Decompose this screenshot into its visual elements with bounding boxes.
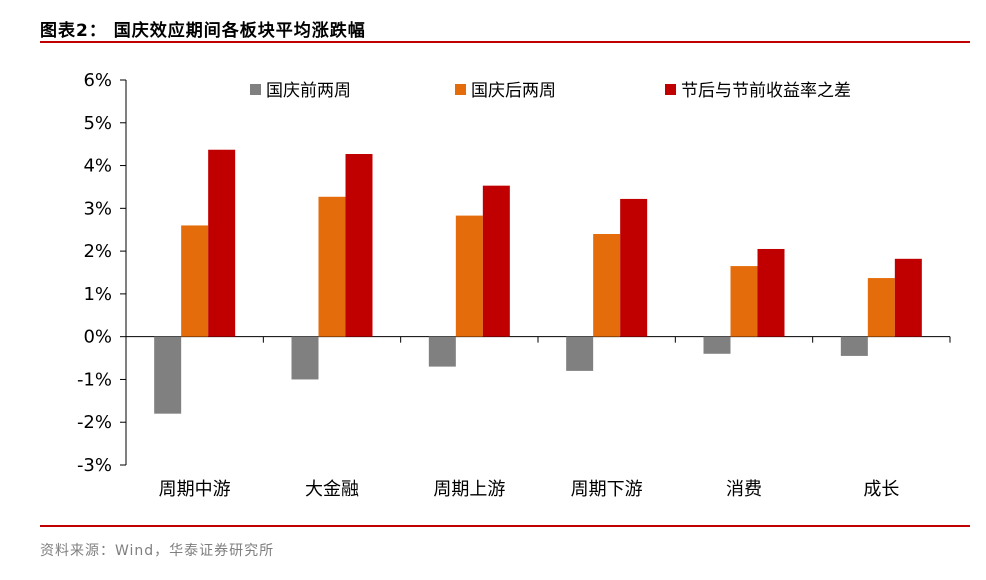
y-tick-label: 1% xyxy=(83,284,112,305)
bar xyxy=(566,336,594,371)
bar xyxy=(455,215,483,337)
bar xyxy=(181,225,209,337)
chart-title: 图表2： 国庆效应期间各板块平均涨跌幅 xyxy=(40,21,366,41)
bar xyxy=(894,258,922,337)
top-rule xyxy=(40,41,970,43)
bar xyxy=(593,234,621,337)
bar xyxy=(867,278,895,337)
bar xyxy=(345,154,373,337)
bar xyxy=(482,185,510,337)
x-category-label: 周期下游 xyxy=(571,479,643,500)
x-category-label: 周期中游 xyxy=(159,479,231,500)
legend-label: 国庆后两周 xyxy=(471,81,556,101)
x-category-label: 成长 xyxy=(863,479,899,500)
legend-swatch xyxy=(455,84,466,95)
bottom-rule xyxy=(40,525,970,527)
source-note: 资料来源：Wind，华泰证券研究所 xyxy=(40,543,275,559)
x-category-label: 周期上游 xyxy=(433,479,505,500)
bar xyxy=(703,336,731,354)
y-tick-label: 6% xyxy=(83,70,112,91)
bar xyxy=(840,336,868,356)
x-category-label: 消费 xyxy=(726,479,762,500)
bar xyxy=(620,198,648,337)
bar xyxy=(318,196,346,337)
bar xyxy=(757,248,785,337)
bar xyxy=(154,336,182,414)
y-tick-label: -2% xyxy=(77,412,112,433)
legend-label: 节后与节前收益率之差 xyxy=(681,81,851,101)
bar xyxy=(730,266,758,337)
bar xyxy=(428,336,456,367)
bar xyxy=(291,336,319,380)
y-tick-label: 0% xyxy=(83,327,112,348)
y-tick-label: 3% xyxy=(83,198,112,219)
y-tick-label: 2% xyxy=(83,241,112,262)
legend-swatch xyxy=(250,84,261,95)
x-category-label: 大金融 xyxy=(305,479,359,500)
bar xyxy=(208,149,236,337)
legend-swatch xyxy=(665,84,676,95)
legend-label: 国庆前两周 xyxy=(266,81,351,101)
y-tick-label: -3% xyxy=(77,455,112,476)
y-tick-label: -1% xyxy=(77,369,112,390)
y-tick-label: 5% xyxy=(83,113,112,134)
title-area: 图表2： 国庆效应期间各板块平均涨跌幅 xyxy=(40,8,970,42)
y-tick-label: 4% xyxy=(83,156,112,177)
